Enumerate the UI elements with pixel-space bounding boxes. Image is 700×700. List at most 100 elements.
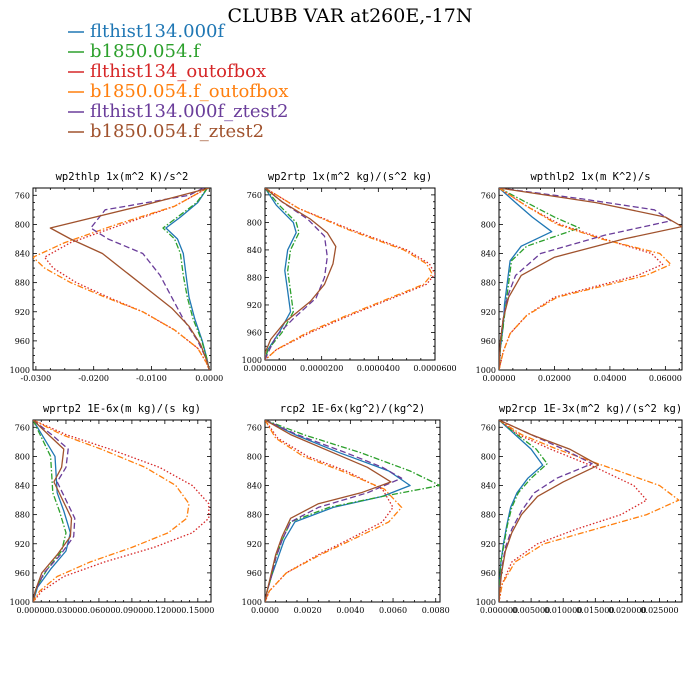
y-tick-label: 760	[481, 423, 496, 432]
y-tick-label: 800	[481, 452, 496, 461]
y-tick-label: 1000	[476, 598, 496, 607]
y-tick-label: 800	[15, 220, 30, 229]
x-tick-label: 0.00000	[16, 606, 49, 615]
plot-frame	[264, 187, 436, 361]
x-tick-label: 0.0000400	[357, 364, 400, 373]
series-line	[162, 188, 210, 370]
x-tick-label: 0.0000200	[300, 364, 343, 373]
x-tick-label: 0.0020	[294, 606, 322, 615]
y-tick-label: 920	[481, 540, 496, 549]
panel-title: wp2rtp 1x(m^2 kg)/(s^2 kg)	[268, 171, 432, 183]
legend-entry: flthist134.000f	[68, 21, 225, 42]
x-tick-label: 0.015000	[576, 606, 614, 615]
series-line	[265, 420, 392, 602]
x-tick-label: 0.0000	[195, 374, 223, 383]
series-line	[499, 420, 600, 602]
x-tick-label: 0.06000	[82, 606, 115, 615]
series-line	[33, 188, 210, 370]
x-tick-label: -0.0300	[21, 374, 52, 383]
series-line	[499, 188, 682, 370]
series-group	[265, 188, 435, 360]
series-line	[43, 188, 210, 370]
x-tick-label: 0.0060	[379, 606, 407, 615]
x-tick-label: 0.010000	[544, 606, 582, 615]
series-line	[49, 188, 210, 370]
series-group	[499, 420, 680, 602]
series-group	[33, 420, 210, 602]
y-tick-label: 800	[247, 452, 262, 461]
y-tick-label: 760	[15, 191, 30, 200]
y-tick-label: 960	[481, 569, 496, 578]
series-line	[265, 188, 433, 360]
y-tick-label: 1000	[10, 366, 30, 375]
series-line	[33, 420, 72, 602]
series-line	[265, 420, 411, 602]
y-tick-label: 800	[247, 218, 262, 227]
series-line	[499, 188, 553, 370]
legend-label: flthist134.000f	[90, 21, 225, 42]
series-line	[499, 188, 664, 370]
y-tick-label: 840	[481, 482, 496, 491]
legend-label: b1850.054.f_outofbox	[90, 81, 288, 102]
series-line	[265, 188, 300, 360]
series-line	[499, 188, 672, 370]
panel: wp2thlp 1x(m^2 K)/s^2 760 800 840 880 920 960 1…	[10, 171, 224, 383]
series-group	[33, 188, 210, 370]
panel: rcp2 1E-6x(kg^2)/(kg^2) 760 800 840 880 920 96…	[242, 403, 450, 615]
plot-frame	[32, 187, 212, 371]
x-tick-label: 0.005000	[512, 606, 550, 615]
series-line	[499, 188, 672, 370]
series-line	[499, 188, 581, 370]
panels: wp2thlp 1x(m^2 K)/s^2 760 800 840 880 920 960 1…	[10, 171, 683, 615]
series-line	[265, 420, 403, 602]
panel: wp2rtp 1x(m^2 kg)/(s^2 kg) 760 800 840 880 92…	[242, 171, 457, 373]
x-tick-label: 0.0040	[336, 606, 364, 615]
y-tick-label: 1000	[10, 598, 30, 607]
y-tick-label: 920	[15, 540, 30, 549]
x-tick-label: 0.020000	[608, 606, 646, 615]
series-line	[265, 188, 337, 360]
panel: wpthlp2 1x(m K^2)/s 760 800 840 880 920 960 100…	[476, 171, 683, 383]
y-tick-label: 840	[15, 250, 30, 259]
y-tick-label: 760	[247, 191, 262, 200]
y-tick-label: 880	[481, 279, 496, 288]
series-line	[499, 420, 648, 602]
y-tick-label: 920	[15, 308, 30, 317]
y-tick-label: 760	[15, 423, 30, 432]
y-tick-label: 760	[481, 191, 496, 200]
legend-label: b1850.054.f	[90, 41, 201, 62]
legend-entry: b1850.054.f	[68, 41, 201, 62]
legend-entry: flthist134_outofbox	[68, 61, 266, 82]
y-tick-label: 880	[15, 511, 30, 520]
series-line	[265, 188, 328, 360]
y-tick-label: 960	[481, 337, 496, 346]
plot-frame	[498, 419, 683, 603]
x-tick-label: 0.0080	[422, 606, 450, 615]
panel-title: wp2rcp 1E-3x(m^2 kg)/(s^2 kg)	[499, 403, 682, 415]
y-tick-label: 1000	[242, 598, 262, 607]
y-tick-label: 840	[247, 246, 262, 255]
legend-entry: b1850.054.f_outofbox	[68, 81, 288, 102]
series-line	[90, 188, 210, 370]
x-tick-label: 0.0000	[251, 606, 279, 615]
panel-title: wp2thlp 1x(m^2 K)/s^2	[56, 171, 189, 183]
series-group	[499, 188, 682, 370]
x-tick-label: 0.06000	[649, 374, 682, 383]
x-tick-label: 0.0000600	[413, 364, 456, 373]
panel: wp2rcp 1E-3x(m^2 kg)/(s^2 kg)760 800 840 88…	[476, 403, 683, 615]
series-line	[499, 420, 548, 602]
y-tick-label: 880	[247, 511, 262, 520]
x-tick-label: 0.000000	[480, 606, 518, 615]
y-tick-label: 920	[247, 301, 262, 310]
y-tick-label: 840	[481, 250, 496, 259]
x-tick-label: 0.15000	[181, 606, 214, 615]
panel-title: wpthlp2 1x(m K^2)/s	[530, 171, 650, 183]
legend-label: flthist134.000f_ztest2	[90, 101, 288, 122]
x-tick-label: 0.12000	[148, 606, 181, 615]
x-tick-label: 0.00000	[482, 374, 515, 383]
y-tick-label: 840	[247, 482, 262, 491]
y-tick-label: 920	[247, 540, 262, 549]
series-line	[265, 420, 403, 602]
series-line	[499, 420, 680, 602]
series-line	[33, 420, 190, 602]
